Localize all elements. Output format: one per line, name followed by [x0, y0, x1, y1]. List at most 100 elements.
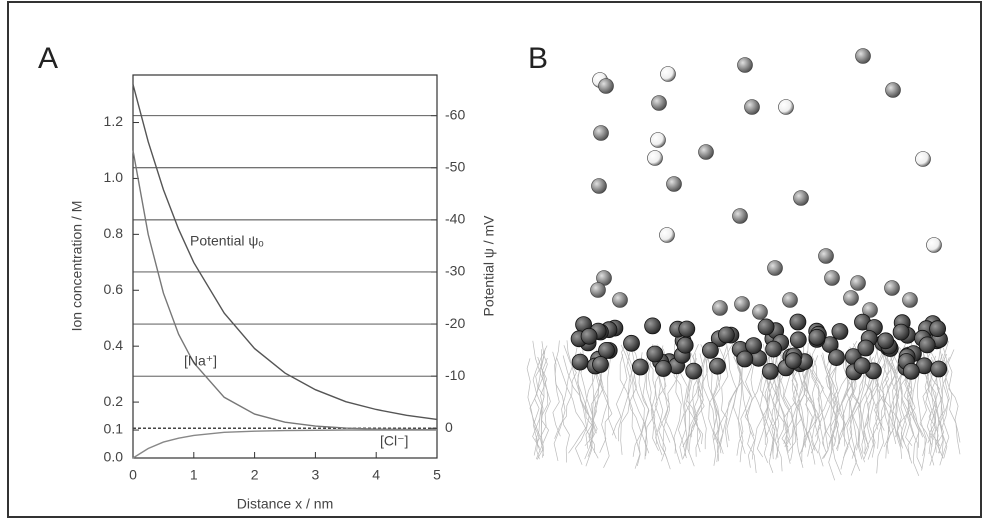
ion [612, 292, 628, 308]
frame [7, 1, 982, 518]
lipid-tail [823, 348, 835, 459]
lipid-tail [937, 340, 950, 454]
headgroup [632, 358, 649, 376]
headgroup [709, 357, 726, 375]
ion [650, 132, 666, 148]
lipid-tail [882, 356, 891, 454]
x-tick-label: 2 [251, 467, 259, 483]
ion [647, 150, 663, 166]
ion [737, 57, 753, 73]
lipid-tail [811, 355, 824, 467]
panel-label: B [528, 42, 548, 75]
headgroup [644, 317, 661, 335]
headgroup [828, 349, 845, 367]
ion [660, 66, 676, 82]
headgroup [902, 362, 920, 380]
lipid-tail [890, 346, 902, 447]
y2-tick-label: -60 [445, 106, 465, 122]
lipid-tail [884, 340, 899, 435]
y2-tick-label: -50 [445, 158, 465, 174]
lipid-tail [882, 349, 894, 459]
lipid-tail [809, 352, 833, 453]
y-tick-label: 0.4 [104, 337, 124, 353]
lipid-tail [533, 356, 551, 456]
headgroup [571, 353, 589, 371]
ion [885, 82, 901, 98]
lipid-tail [702, 359, 717, 466]
x-tick-label: 1 [190, 467, 198, 483]
panel-label: A [38, 42, 58, 75]
lipid-tail [911, 358, 924, 477]
y-axis-label: Ion concentration / M [69, 201, 85, 332]
ion [593, 125, 609, 141]
headgroup [761, 362, 779, 380]
ion [651, 95, 667, 111]
headgroup [598, 341, 615, 359]
lipid-tail [811, 355, 820, 451]
lipid-tail [599, 348, 611, 453]
ion [659, 227, 675, 243]
ion [734, 296, 750, 312]
lipid-tail [529, 349, 544, 460]
x-tick-label: 4 [372, 467, 380, 483]
headgroup [789, 331, 807, 349]
lipid-tail [825, 343, 839, 442]
y-tick-label: 0.8 [104, 225, 124, 241]
plot-area [132, 74, 438, 459]
headgroup [745, 337, 762, 355]
headgroup [685, 362, 703, 380]
lipid-tail [562, 355, 587, 454]
lipid-tail [790, 359, 811, 461]
headgroup [808, 328, 826, 346]
lipid-tail [891, 348, 901, 445]
y-tick-label: 0.1 [104, 421, 124, 437]
headgroup [784, 352, 802, 370]
molecular-snapshot [526, 48, 961, 481]
y2-tick-label: -40 [445, 211, 465, 227]
headgroup [877, 332, 895, 350]
ion [778, 99, 794, 115]
series-label: [Na⁺] [184, 353, 217, 369]
lipid-tail [871, 341, 885, 430]
headgroup [678, 320, 696, 338]
y-tick-label: 1.0 [104, 169, 124, 185]
y-tick-label: 0.6 [104, 281, 124, 297]
y2-tick-label: 0 [445, 419, 453, 435]
y-tick-label: 1.2 [104, 113, 124, 129]
ion [732, 208, 748, 224]
lipid-tail [712, 339, 736, 441]
lipid-tail [552, 351, 566, 461]
headgroup [702, 341, 719, 359]
lipid-tail [566, 340, 597, 434]
y2-tick-label: -20 [445, 315, 465, 331]
lipid-tail [575, 354, 590, 465]
headgroup [736, 350, 754, 368]
y2-axis-label: Potential ψ / mV [481, 215, 497, 317]
ion [850, 275, 866, 291]
ion [590, 282, 606, 298]
headgroup [831, 323, 849, 340]
y-tick-label: 0.0 [104, 449, 124, 465]
lipid-tail [772, 341, 790, 445]
ion [591, 178, 607, 194]
y2-tick-label: -30 [445, 263, 465, 279]
lipid-tail [883, 347, 903, 445]
lipid-tail [874, 341, 889, 431]
headgroup [623, 334, 640, 352]
lipid-tail [719, 356, 741, 454]
ion [926, 237, 942, 253]
headgroup [918, 336, 936, 354]
ion [855, 48, 871, 64]
headgroup [580, 327, 598, 345]
lipid-tail [832, 351, 848, 446]
ion [824, 270, 840, 286]
ion [752, 304, 768, 320]
y-tick-label: 0.2 [104, 393, 124, 409]
series-line [132, 150, 438, 431]
headgroup [676, 336, 694, 354]
ion [712, 300, 728, 316]
headgroup [930, 360, 948, 378]
y2-tick-label: -10 [445, 367, 465, 383]
series-label: [Cl⁻] [380, 433, 408, 449]
